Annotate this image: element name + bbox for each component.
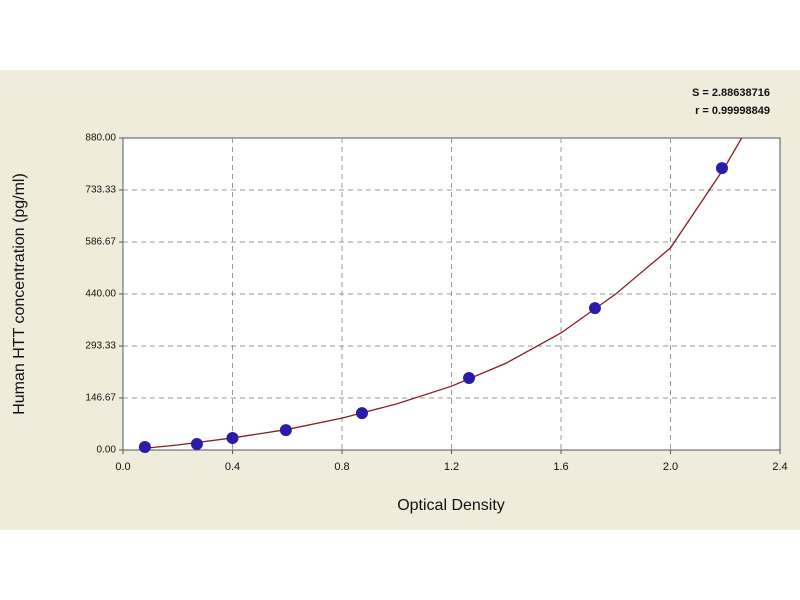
x-tick-label: 0.4 xyxy=(225,461,240,473)
x-tick-label: 1.2 xyxy=(444,461,459,473)
data-point xyxy=(190,437,203,450)
data-point xyxy=(715,162,728,175)
x-tick-label: 2.4 xyxy=(772,461,787,473)
data-point xyxy=(463,372,476,385)
y-tick-label: 293.33 xyxy=(85,341,116,352)
y-tick-label: 586.67 xyxy=(85,237,116,248)
data-point xyxy=(138,440,151,453)
data-point xyxy=(355,407,368,420)
y-axis-title: Human HTT concentration (pg/ml) xyxy=(11,173,28,415)
y-tick-label: 0.00 xyxy=(97,445,117,456)
data-point xyxy=(226,431,239,444)
x-tick-label: 1.6 xyxy=(553,461,568,473)
y-tick-label: 440.00 xyxy=(85,289,116,300)
x-tick-label: 2.0 xyxy=(663,461,678,473)
x-tick-label: 0.0 xyxy=(115,461,130,473)
annotation: r = 0.99998849 xyxy=(695,105,770,117)
x-axis-title: Optical Density xyxy=(397,497,505,514)
data-point xyxy=(588,302,601,315)
y-tick-label: 733.33 xyxy=(85,185,116,196)
y-tick-label: 880.00 xyxy=(85,133,116,144)
data-point xyxy=(279,424,292,437)
y-tick-label: 146.67 xyxy=(85,393,116,404)
annotation: S = 2.88638716 xyxy=(692,87,770,99)
x-tick-label: 0.8 xyxy=(334,461,349,473)
